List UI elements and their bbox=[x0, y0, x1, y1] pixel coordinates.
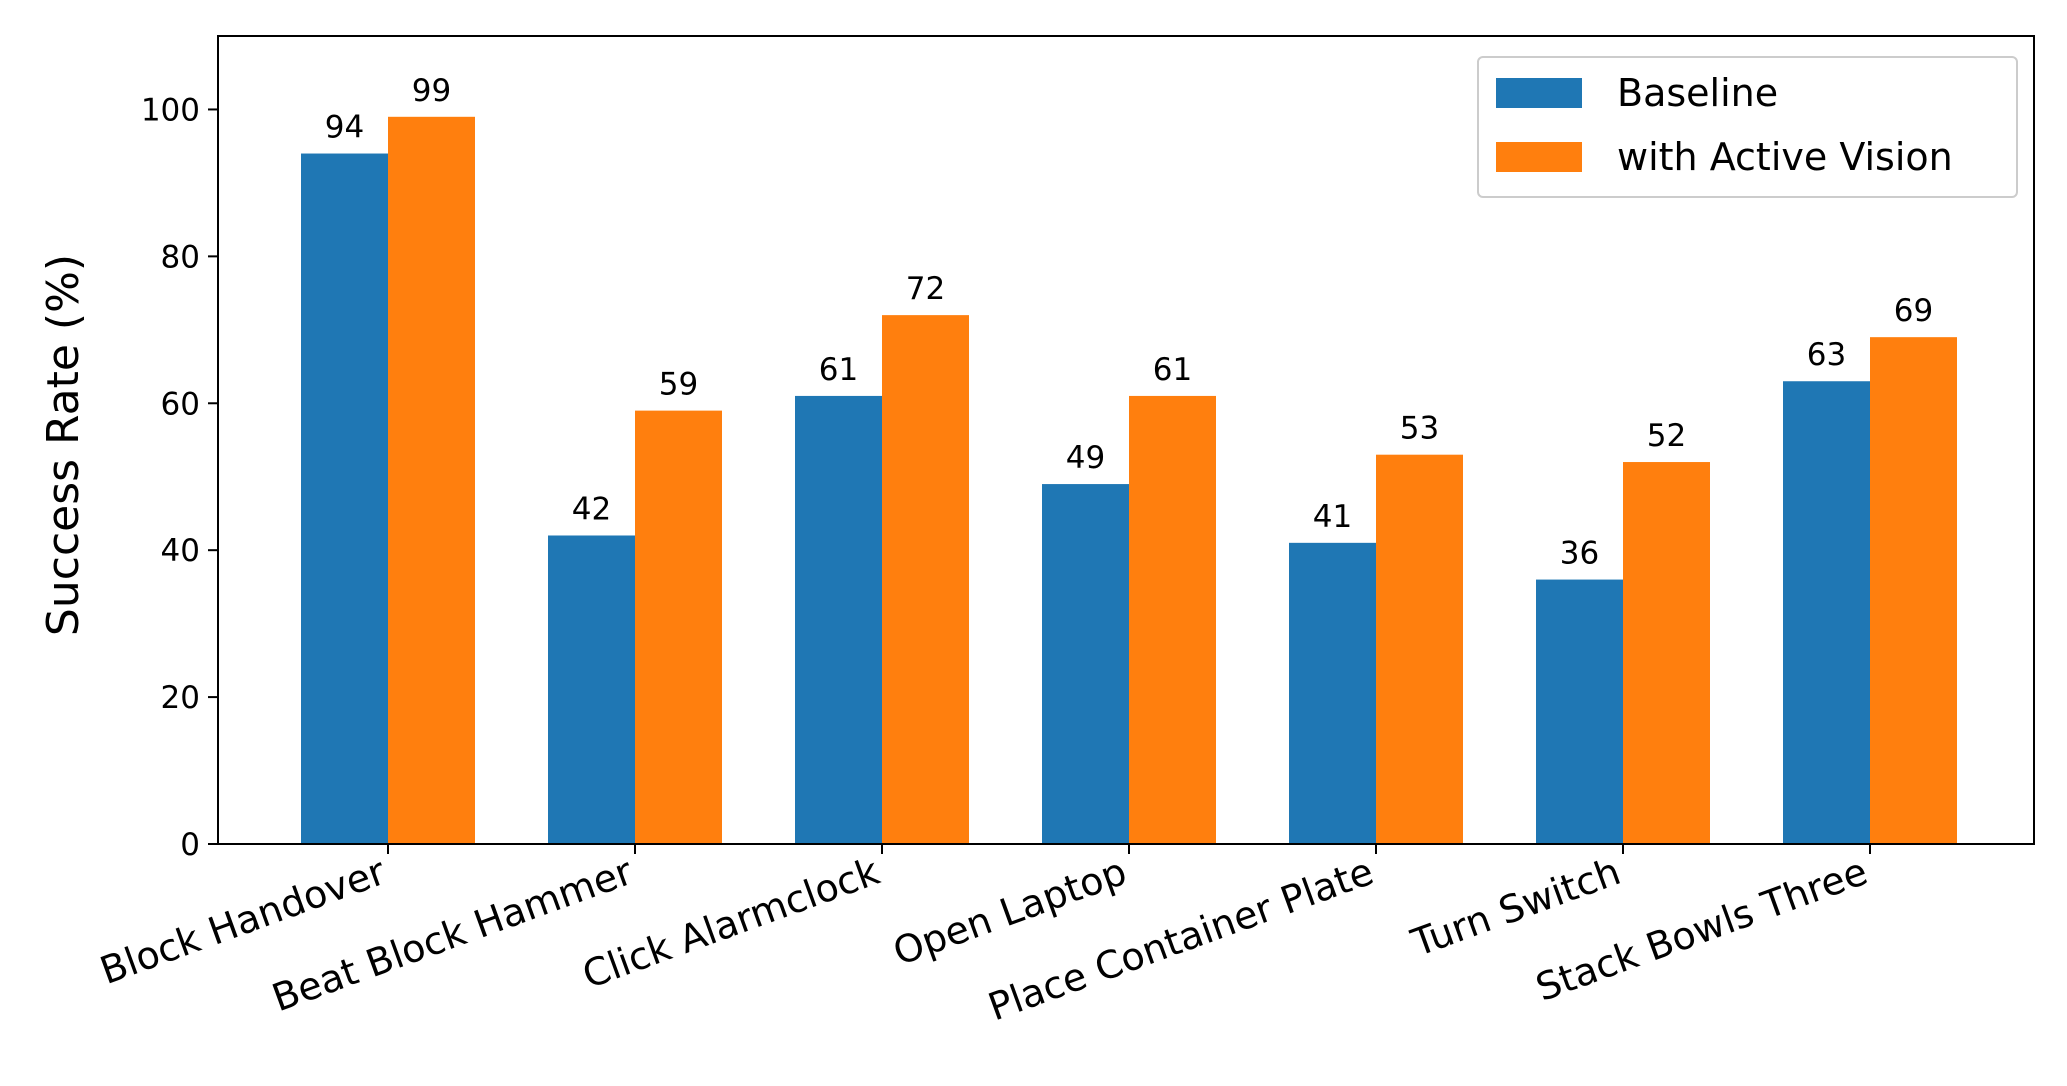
y-tick-label: 0 bbox=[180, 827, 200, 863]
y-axis-title: Success Rate (%) bbox=[38, 254, 89, 636]
y-tick-label: 40 bbox=[161, 533, 200, 569]
legend-label-active-vision: with Active Vision bbox=[1617, 135, 1953, 179]
bar-active-vision-5 bbox=[1623, 462, 1710, 844]
legend-swatch-active-vision bbox=[1496, 142, 1582, 172]
bar-active-vision-4 bbox=[1376, 454, 1463, 844]
bar-baseline-3 bbox=[1042, 484, 1129, 844]
bar-value-label: 99 bbox=[412, 73, 451, 109]
bar-baseline-2 bbox=[795, 395, 882, 844]
y-tick-label: 100 bbox=[141, 92, 200, 128]
bar-baseline-6 bbox=[1783, 381, 1870, 844]
legend: Baseline with Active Vision bbox=[1477, 56, 2018, 198]
bar-value-label: 69 bbox=[1894, 293, 1933, 329]
legend-label-baseline: Baseline bbox=[1617, 71, 1778, 115]
bar-value-label: 94 bbox=[325, 110, 364, 146]
bar-value-label: 49 bbox=[1066, 440, 1105, 476]
bars-group bbox=[301, 116, 1957, 845]
bar-value-label: 53 bbox=[1400, 411, 1439, 447]
bar-value-label: 36 bbox=[1560, 536, 1599, 572]
bar-value-label: 52 bbox=[1647, 418, 1686, 454]
bar-baseline-5 bbox=[1536, 579, 1623, 844]
bar-active-vision-6 bbox=[1870, 337, 1957, 844]
bar-value-label: 63 bbox=[1807, 337, 1846, 373]
plot-area-frame bbox=[217, 35, 2035, 845]
bar-active-vision-2 bbox=[882, 315, 969, 844]
bar-baseline-0 bbox=[301, 153, 388, 844]
bar-baseline-4 bbox=[1289, 542, 1376, 844]
bar-value-label: 61 bbox=[819, 352, 858, 388]
legend-swatch-baseline bbox=[1496, 78, 1582, 108]
bar-active-vision-3 bbox=[1129, 395, 1216, 844]
bar-baseline-1 bbox=[548, 535, 635, 844]
bar-value-label: 41 bbox=[1313, 499, 1352, 535]
bar-value-label: 61 bbox=[1153, 352, 1192, 388]
y-tick-label: 80 bbox=[161, 239, 200, 275]
legend-frame bbox=[1477, 56, 2018, 198]
bar-active-vision-0 bbox=[388, 116, 475, 845]
y-axis: 0 20 40 60 80 100 bbox=[141, 92, 218, 863]
bar-active-vision-1 bbox=[635, 410, 722, 844]
bar-value-label: 72 bbox=[906, 271, 945, 307]
bar-labels-group: 94 42 61 49 41 36 63 99 59 72 61 53 52 69 bbox=[325, 73, 1933, 572]
y-tick-label: 20 bbox=[161, 680, 200, 716]
bar-value-label: 59 bbox=[659, 367, 698, 403]
bar-value-label: 42 bbox=[572, 491, 611, 527]
y-tick-label: 60 bbox=[161, 386, 200, 422]
